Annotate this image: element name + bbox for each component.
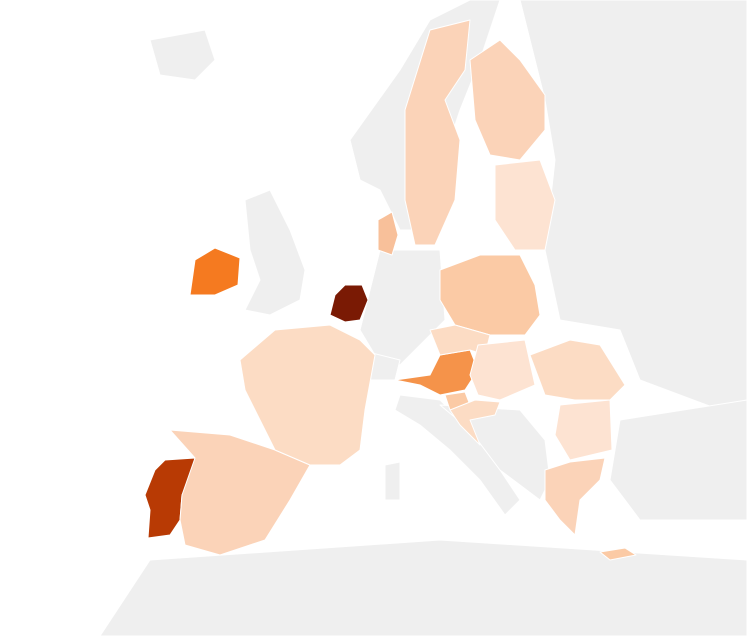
country xyxy=(239,324,376,466)
country xyxy=(189,247,241,296)
land xyxy=(244,189,306,316)
turkey xyxy=(609,399,747,521)
country xyxy=(439,254,541,336)
country xyxy=(529,339,626,401)
country xyxy=(377,211,399,256)
non-eu-land xyxy=(99,0,747,636)
country xyxy=(494,159,556,251)
country xyxy=(469,339,536,401)
eu-countries xyxy=(144,19,637,561)
country xyxy=(554,399,613,461)
country xyxy=(404,19,471,246)
country xyxy=(599,547,637,561)
country xyxy=(469,39,546,161)
africa xyxy=(99,539,747,636)
country xyxy=(449,399,501,446)
land xyxy=(384,461,401,501)
country xyxy=(169,429,311,556)
country xyxy=(329,284,369,323)
land xyxy=(519,0,747,421)
land xyxy=(149,29,216,81)
country xyxy=(544,457,606,536)
